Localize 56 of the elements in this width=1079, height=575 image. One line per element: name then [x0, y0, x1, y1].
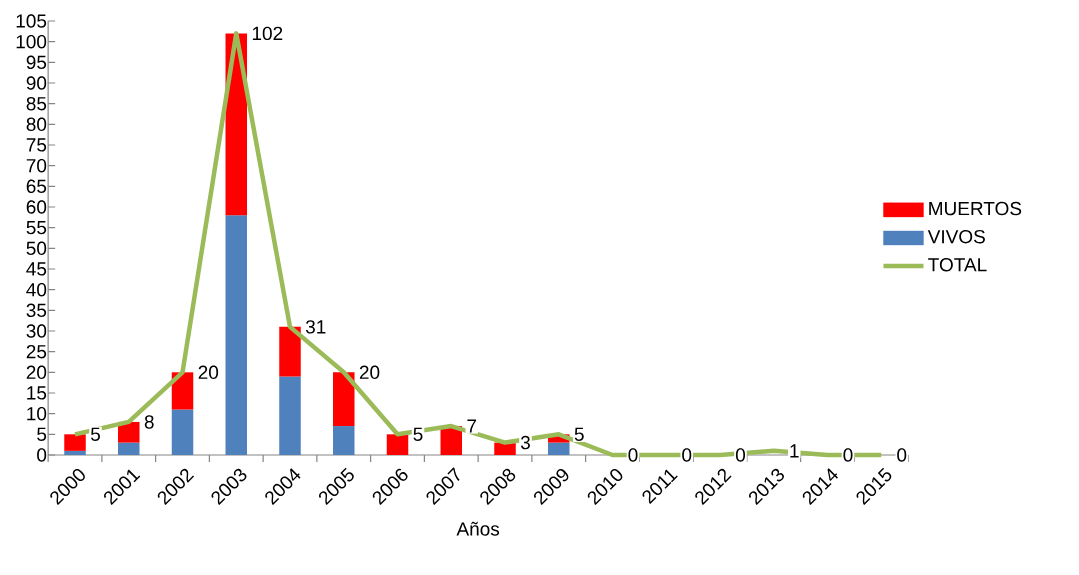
data-label: 0: [843, 448, 853, 462]
data-label: 20: [359, 365, 380, 380]
bar: [386, 434, 409, 455]
y-tick-label: 35: [26, 303, 47, 318]
data-label: 5: [574, 427, 584, 441]
y-tick-label: 20: [26, 365, 47, 380]
legend-label: TOTAL: [928, 258, 987, 272]
y-tick-label: 0: [37, 448, 47, 462]
data-label: 7: [467, 419, 477, 433]
legend-label: MUERTOS: [929, 201, 1022, 216]
y-tick-label: 40: [26, 282, 47, 297]
bar: [333, 426, 355, 455]
y-tick-label: 90: [26, 76, 47, 90]
data-label: 3: [520, 435, 530, 450]
data-label: 1: [790, 444, 799, 458]
y-tick-label: 105: [16, 14, 47, 28]
y-tick-label: 15: [27, 386, 47, 400]
y-tick-label: 65: [26, 179, 47, 194]
y-tick-label: 85: [26, 96, 47, 111]
data-label: 31: [305, 320, 326, 334]
y-tick-label: 25: [26, 344, 47, 359]
bar: [118, 421, 140, 443]
legend-label: VIVOS: [927, 229, 985, 244]
data-label: 20: [198, 365, 219, 380]
y-tick-label: 80: [26, 117, 47, 132]
data-label: 8: [144, 415, 154, 429]
data-label: 0: [682, 448, 692, 462]
y-tick-label: 75: [26, 138, 47, 152]
bar: [279, 326, 301, 377]
y-tick-label: 50: [26, 241, 47, 256]
bar: [225, 215, 248, 455]
data-label: 0: [628, 448, 638, 462]
y-tick-label: 45: [26, 262, 47, 276]
data-label: 5: [413, 427, 423, 441]
y-tick-label: 55: [26, 221, 47, 235]
data-label: 5: [90, 427, 100, 441]
bar: [171, 372, 194, 410]
y-tick-label: 100: [16, 34, 47, 49]
bar: [548, 442, 570, 455]
y-tick-label: 10: [27, 406, 47, 421]
bar: [64, 450, 86, 455]
bar: [64, 434, 86, 451]
x-axis-title: Años: [456, 521, 500, 536]
y-tick-label: 5: [37, 427, 47, 441]
y-tick-label: 60: [26, 200, 47, 214]
y-tick-label: 30: [26, 324, 47, 338]
data-label: 0: [735, 448, 746, 462]
bar: [171, 409, 194, 455]
y-tick-label: 70: [26, 158, 47, 173]
data-label: 0: [897, 448, 907, 462]
bar: [279, 376, 301, 455]
bar: [333, 372, 355, 427]
y-tick-label: 95: [26, 55, 47, 70]
bar: [118, 442, 140, 455]
bar: [494, 442, 516, 455]
data-label: 102: [252, 26, 283, 41]
